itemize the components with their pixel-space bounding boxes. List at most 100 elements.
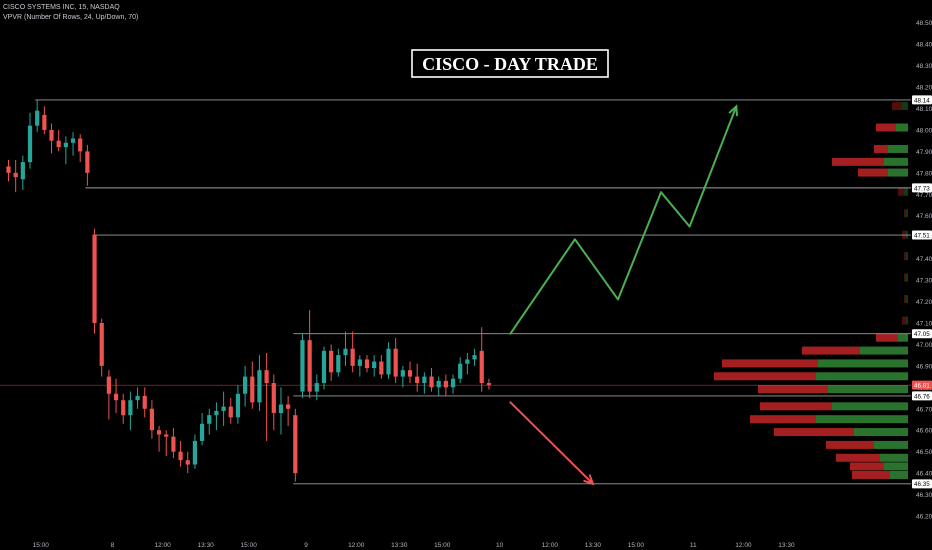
candle-body[interactable] <box>142 395 147 409</box>
vp-up-bar <box>860 346 908 355</box>
candle-body[interactable] <box>415 376 420 384</box>
candle-body[interactable] <box>486 383 491 386</box>
candle-body[interactable] <box>35 110 40 126</box>
y-tick-label: 47.70 <box>916 192 932 199</box>
candle-body[interactable] <box>121 400 126 416</box>
candle-body[interactable] <box>214 410 219 416</box>
candle-body[interactable] <box>472 355 477 360</box>
candle-body[interactable] <box>78 138 83 152</box>
candle-body[interactable] <box>235 393 241 418</box>
vp-up-bar <box>816 415 908 424</box>
candle-body[interactable] <box>379 361 384 375</box>
vp-down-bar <box>850 462 884 471</box>
projection-arrows <box>509 104 738 486</box>
candle-body[interactable] <box>243 376 248 394</box>
vp-down-bar <box>774 428 854 437</box>
time-axis[interactable]: 15:00 8 12:00 13:30 15:00 9 12:00 13:30 15:00 10 1… <box>33 542 795 549</box>
candle-body[interactable] <box>300 340 305 392</box>
vp-down-bar <box>802 346 860 355</box>
candle-body[interactable] <box>314 383 319 392</box>
candle-body[interactable] <box>228 406 233 418</box>
candle-body[interactable] <box>336 355 341 373</box>
candle-body[interactable] <box>307 340 312 392</box>
vp-down-bar <box>876 123 896 132</box>
candle-body[interactable] <box>350 348 355 366</box>
vp-down-bar <box>902 316 906 325</box>
vp-up-bar <box>854 428 908 437</box>
vp-down-bar <box>722 359 818 368</box>
candle-body[interactable] <box>185 460 190 465</box>
candle-body[interactable] <box>343 348 348 356</box>
candle-body[interactable] <box>407 370 413 377</box>
y-tick-label: 48.40 <box>916 42 932 49</box>
y-tick-label: 46.60 <box>916 428 932 435</box>
candle-body[interactable] <box>386 348 391 375</box>
candle-body[interactable] <box>221 406 226 411</box>
candle-body[interactable] <box>422 376 427 384</box>
y-tick-label: 46.50 <box>916 449 932 456</box>
candle-body[interactable] <box>264 370 269 384</box>
candle-body[interactable] <box>106 376 111 394</box>
candle-body[interactable] <box>156 430 162 435</box>
candle-body[interactable] <box>135 395 140 401</box>
candles[interactable] <box>6 99 491 482</box>
candle-body[interactable] <box>429 376 434 388</box>
candle-body[interactable] <box>357 359 362 366</box>
candle-body[interactable] <box>164 434 169 437</box>
candle-body[interactable] <box>207 415 212 424</box>
candle-body[interactable] <box>171 436 176 452</box>
vp-up-bar <box>884 462 908 471</box>
candle-body[interactable] <box>63 142 68 148</box>
candle-body[interactable] <box>49 129 54 141</box>
candle-body[interactable] <box>13 172 18 178</box>
candle-body[interactable] <box>20 162 25 180</box>
candle-body[interactable] <box>443 380 448 388</box>
bullish-projection-arrow <box>509 105 738 335</box>
candle-body[interactable] <box>85 151 90 173</box>
candle-body[interactable] <box>178 451 183 461</box>
candle-body[interactable] <box>293 415 298 474</box>
candle-body[interactable] <box>199 423 205 441</box>
last-price-tag <box>912 380 932 390</box>
candle-body[interactable] <box>450 378 456 388</box>
candle-body[interactable] <box>99 322 104 366</box>
candle-body[interactable] <box>364 359 370 369</box>
price-axis[interactable]: 48.50 48.40 48.30 48.20 48.10 48.00 47.90 47.80… <box>912 20 932 521</box>
vp-up-bar <box>816 372 908 381</box>
candle-body[interactable] <box>329 350 334 373</box>
x-tick-label: 9 <box>304 542 308 549</box>
candle-body[interactable] <box>271 383 276 414</box>
candle-body[interactable] <box>257 370 262 403</box>
candle-body[interactable] <box>458 363 463 379</box>
vp-down-bar <box>904 209 906 218</box>
candle-body[interactable] <box>372 361 377 369</box>
candle-body[interactable] <box>321 350 327 384</box>
vp-down-bar <box>892 102 902 111</box>
candle-body[interactable] <box>56 140 61 148</box>
candle-body[interactable] <box>286 404 291 409</box>
candle-body[interactable] <box>113 393 119 401</box>
y-tick-label: 46.90 <box>916 363 932 370</box>
candle-body[interactable] <box>70 138 76 143</box>
candle-body[interactable] <box>479 350 484 384</box>
candle-body[interactable] <box>400 370 405 377</box>
y-tick-label: 47.90 <box>916 149 932 156</box>
candle-body[interactable] <box>92 235 97 323</box>
candle-body[interactable] <box>250 376 255 403</box>
candle-body[interactable] <box>27 125 33 163</box>
candle-body[interactable] <box>436 380 441 388</box>
candle-body[interactable] <box>465 359 470 364</box>
title-text: CISCO - DAY TRADE <box>422 54 598 74</box>
candle-body[interactable] <box>6 166 11 173</box>
candle-body[interactable] <box>149 408 154 431</box>
candle-body[interactable] <box>278 404 284 414</box>
candle-body[interactable] <box>192 440 198 465</box>
candle-body[interactable] <box>393 348 398 377</box>
x-tick-label: 15:00 <box>628 542 645 549</box>
vp-up-bar <box>888 144 908 153</box>
vp-up-bar <box>884 157 908 166</box>
candle-body[interactable] <box>42 114 47 130</box>
x-tick-label: 11 <box>690 542 697 549</box>
candle-body[interactable] <box>128 400 133 416</box>
